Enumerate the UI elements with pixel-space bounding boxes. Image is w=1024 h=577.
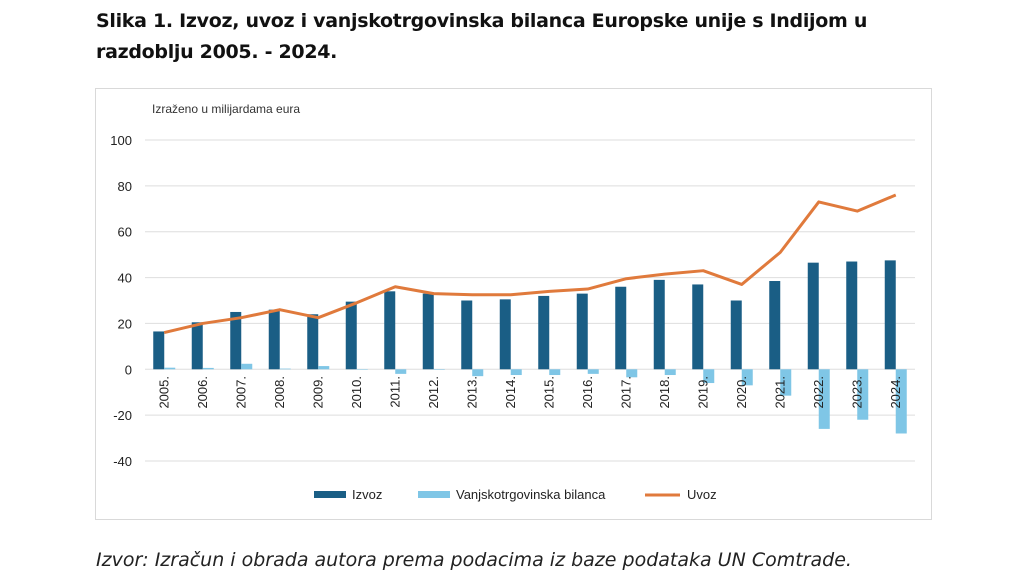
bar-izvoz [769, 281, 781, 370]
bar-izvoz [615, 286, 627, 370]
x-tick-label: 2008. [272, 376, 287, 409]
bar-bilanca [857, 369, 869, 420]
x-tick-label: 2006. [195, 376, 210, 409]
y-tick-label: 20 [118, 316, 132, 331]
bar-izvoz [422, 293, 434, 370]
bar-bilanca [587, 369, 599, 374]
bar-izvoz [807, 262, 819, 370]
y-tick-label: -20 [113, 408, 132, 423]
chart-frame [95, 88, 932, 520]
y-tick-label: 100 [110, 133, 132, 148]
bar-bilanca [895, 369, 907, 434]
y-tick-label: -40 [113, 454, 132, 469]
x-tick-label: 2012. [426, 376, 441, 409]
x-tick-label: 2007. [233, 376, 248, 409]
bar-izvoz [307, 314, 319, 370]
x-tick-label: 2022. [811, 376, 826, 409]
x-tick-label: 2023. [849, 376, 864, 409]
bar-izvoz [345, 301, 357, 370]
figure-title: Slika 1. Izvoz, uvoz i vanjskotrgovinska… [96, 10, 868, 63]
bar-bilanca [510, 369, 522, 376]
bar-izvoz [653, 279, 665, 370]
y-tick-label: 60 [118, 225, 132, 240]
bar-bilanca [433, 369, 445, 370]
bar-bilanca [241, 363, 253, 370]
bar-bilanca [472, 369, 484, 377]
x-tick-label: 2016. [580, 376, 595, 409]
x-tick-label: 2009. [310, 376, 325, 409]
x-tick-label: 2005. [156, 376, 171, 409]
x-tick-label: 2021. [772, 376, 787, 409]
legend-swatch-izvoz [314, 491, 346, 498]
source-note: Izvor: Izračun i obrada autora prema pod… [96, 549, 852, 571]
y-tick-label: 40 [118, 271, 132, 286]
bar-bilanca [279, 368, 291, 370]
x-tick-label: 2011. [387, 376, 402, 408]
bar-bilanca [780, 369, 792, 396]
bar-bilanca [202, 367, 214, 370]
legend-label-izvoz: Izvoz [352, 487, 382, 502]
x-tick-label: 2010. [349, 376, 364, 409]
legend-label-bilanca: Vanjskotrgovinska bilanca [456, 487, 606, 502]
bar-bilanca [356, 369, 368, 370]
line-uvoz [163, 193, 897, 335]
bar-izvoz [191, 322, 203, 370]
bar-bilanca [318, 366, 330, 370]
bar-bilanca [664, 369, 676, 376]
x-tick-label: 2020. [734, 376, 749, 409]
x-tick-label: 2019. [695, 376, 710, 409]
x-tick-label: 2017. [618, 376, 633, 409]
unit-label: Izraženo u milijardama eura [152, 102, 300, 116]
bar-bilanca [818, 369, 830, 429]
bar-bilanca [395, 369, 407, 374]
bar-bilanca [741, 369, 753, 386]
bar-izvoz [884, 260, 896, 370]
x-tick-label: 2014. [503, 376, 518, 409]
x-tick-label: 2024. [888, 376, 903, 409]
bar-bilanca [164, 367, 176, 370]
bar-izvoz [153, 331, 165, 370]
bar-izvoz [230, 311, 242, 370]
y-tick-label: 0 [125, 362, 132, 377]
y-tick-label: 80 [118, 179, 132, 194]
bar-izvoz [499, 299, 511, 370]
bar-bilanca [626, 369, 638, 378]
bar-izvoz [384, 291, 396, 370]
bar-izvoz [730, 300, 742, 370]
legend-label-uvoz: Uvoz [687, 487, 717, 502]
bar-bilanca [549, 369, 561, 376]
x-tick-label: 2013. [464, 376, 479, 409]
bar-izvoz [846, 261, 858, 370]
x-tick-label: 2018. [657, 376, 672, 409]
bar-bilanca [703, 369, 715, 384]
bar-izvoz [576, 293, 588, 370]
bar-izvoz [268, 309, 280, 370]
bar-izvoz [461, 300, 473, 370]
bar-izvoz [692, 284, 704, 370]
bar-izvoz [538, 295, 550, 370]
x-tick-label: 2015. [541, 376, 556, 409]
legend-swatch-bilanca [418, 491, 450, 498]
